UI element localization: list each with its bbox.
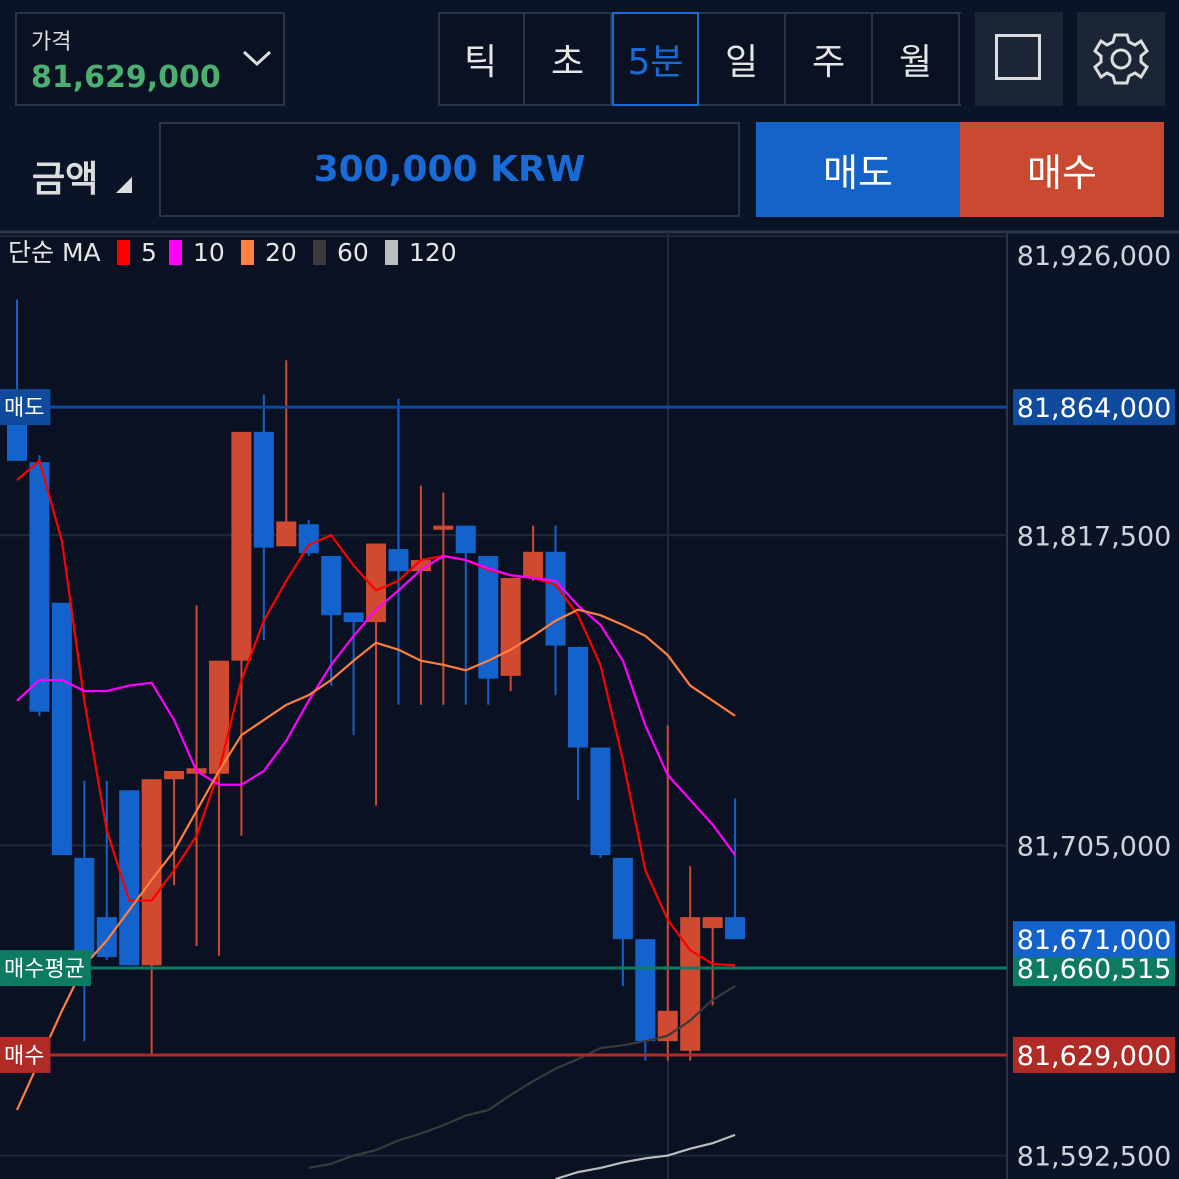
legend-label: 120 <box>409 238 457 267</box>
interval-tabs: 틱 초 5분 일 주 월 <box>438 12 961 106</box>
candle-body <box>164 770 185 780</box>
interval-tab[interactable]: 틱 <box>438 12 525 106</box>
candle-body <box>74 857 95 958</box>
current-price-label: 81,671,000 <box>1017 925 1172 956</box>
price-line-tag: 매도 <box>0 389 51 426</box>
candle-body <box>523 551 544 578</box>
ma-line <box>15 608 736 1111</box>
plot-area <box>0 232 1007 1179</box>
candle-body <box>702 917 723 929</box>
candle-body <box>568 646 588 748</box>
price-line-tag: 매수평균 <box>0 950 91 987</box>
candle-body <box>366 543 387 623</box>
axis-tag-label: 81,660,515 <box>1017 954 1172 985</box>
legend-swatch <box>385 240 398 265</box>
interval-tab[interactable]: 월 <box>873 12 960 106</box>
ma-line <box>555 1133 736 1179</box>
current-price-bg <box>1013 921 1175 958</box>
amount-triangle <box>116 177 132 193</box>
candle-body <box>612 857 633 940</box>
candle-body <box>119 790 140 966</box>
candle-body <box>590 747 611 856</box>
interval-tab[interactable]: 초 <box>525 12 612 106</box>
dropdown-icon <box>242 50 272 67</box>
candle-body <box>680 917 701 1051</box>
gear-icon <box>1093 33 1149 85</box>
legend-label: 20 <box>265 238 297 267</box>
legend-label: 60 <box>337 238 369 267</box>
y-tick-label: 81,817,500 <box>1017 521 1172 552</box>
interval-tab[interactable]: 일 <box>699 12 786 106</box>
candle-body <box>96 917 117 958</box>
candle-body <box>455 525 476 554</box>
ma-line <box>308 985 736 1170</box>
candle-body <box>298 524 319 554</box>
candle-body <box>388 549 409 572</box>
candle-body <box>29 462 50 712</box>
price-label: 가격 <box>31 30 72 55</box>
price-line-label: 매수 <box>4 1044 44 1069</box>
candle-body <box>321 555 342 616</box>
legend-label: 5 <box>141 238 157 267</box>
ma-line <box>16 554 736 856</box>
legend-label: 10 <box>193 238 225 267</box>
candle-body <box>141 779 162 966</box>
buy-button[interactable]: 매수 <box>960 122 1164 217</box>
axis-tag-bg <box>1013 1036 1175 1073</box>
legend-title: 단순 MA <box>8 238 101 267</box>
candle-body <box>410 560 431 572</box>
price-selector[interactable]: 가격 81,629,000 <box>15 12 285 106</box>
settings-button[interactable] <box>1077 12 1165 106</box>
axis-tag-bg <box>1013 389 1175 426</box>
candle-body <box>433 525 454 530</box>
layout-button[interactable] <box>975 12 1063 106</box>
price-line-label: 매도 <box>4 396 44 421</box>
price-line-tag-bg <box>0 1036 51 1073</box>
legend-swatch <box>241 240 254 265</box>
price-line-tag-bg <box>0 389 51 426</box>
legend-swatch <box>313 240 326 265</box>
price-value: 81,629,000 <box>31 60 221 95</box>
candle-body <box>545 551 566 646</box>
legend-swatch <box>117 240 130 265</box>
legend-swatch <box>169 240 182 265</box>
y-tick-label: 81,705,000 <box>1017 831 1172 862</box>
price-line-tag: 매수 <box>0 1036 51 1073</box>
axis-tag-label: 81,864,000 <box>1017 393 1172 424</box>
interval-tab[interactable]: 주 <box>786 12 873 106</box>
candle-body <box>500 577 521 676</box>
chart: 81,592,500 81,705,000 81,817,500 81,926,000… <box>0 230 1179 1179</box>
y-tick-label: 81,926,000 <box>1017 241 1172 272</box>
sell-button[interactable]: 매도 <box>756 122 960 217</box>
candle-body <box>51 602 72 856</box>
y-tick-label: 81,592,500 <box>1017 1142 1172 1173</box>
amount-label[interactable]: 금액 <box>32 159 99 200</box>
candle-body <box>276 521 297 547</box>
price-line-label: 매수평균 <box>4 957 85 982</box>
candle-body <box>635 939 656 1042</box>
candle-body <box>253 431 274 548</box>
candle-body <box>725 917 746 940</box>
axis-tag-label: 81,629,000 <box>1017 1041 1172 1072</box>
interval-tab[interactable]: 5분 <box>612 12 699 106</box>
candle-body <box>478 555 499 679</box>
amount-input[interactable]: 300,000 KRW <box>159 122 740 217</box>
candle-body <box>343 612 364 623</box>
candle-body <box>231 431 252 661</box>
price-line-tag-bg <box>0 950 91 987</box>
candle-body <box>208 660 229 774</box>
